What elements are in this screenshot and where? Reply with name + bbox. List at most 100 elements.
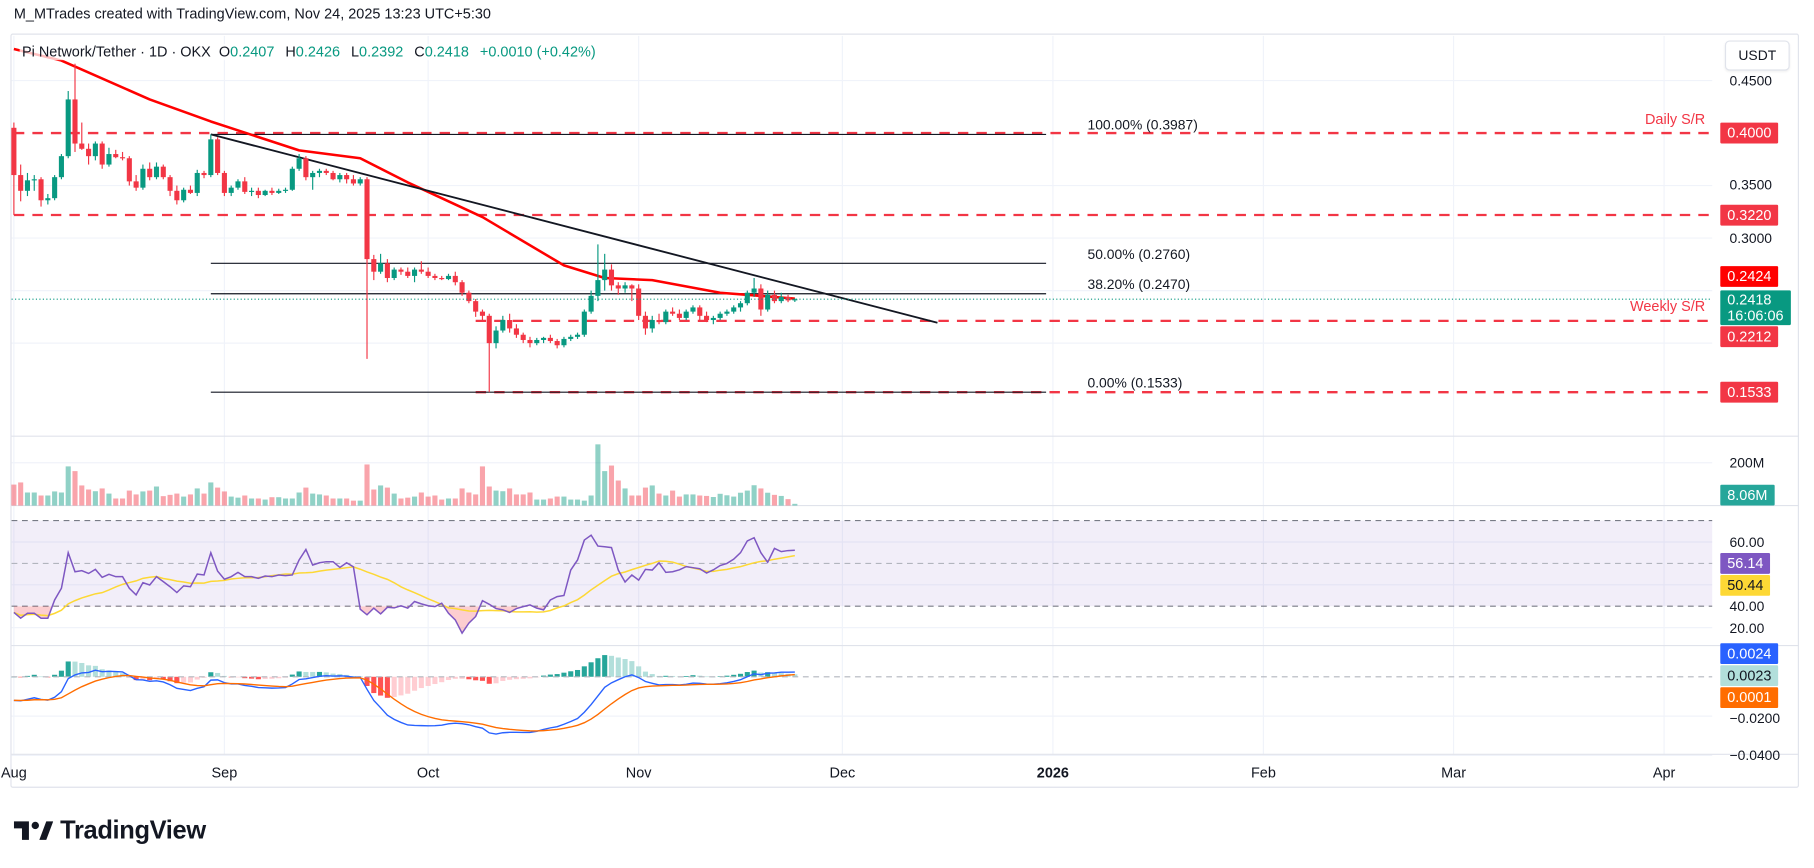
- volume-bar: [690, 494, 696, 506]
- volume-bar: [731, 496, 737, 506]
- macd-histogram-bar: [398, 676, 404, 696]
- fib-level-label: 50.00% (0.2760): [1087, 245, 1191, 263]
- brand-name: TradingView: [60, 815, 206, 845]
- volume-bar: [541, 499, 547, 506]
- volume-bar: [282, 498, 289, 506]
- time-axis-label: Dec: [829, 764, 856, 781]
- volume-bar: [425, 496, 431, 506]
- moving-average-line: [13, 47, 795, 300]
- volume-bar: [350, 500, 356, 506]
- rsi-axis-tick: 60.00: [1729, 533, 1765, 551]
- candle-body: [113, 154, 119, 158]
- candle-body: [99, 143, 105, 165]
- macd-histogram-bar: [323, 672, 329, 677]
- candle-body: [330, 172, 336, 180]
- candle-body: [79, 143, 85, 149]
- macd-histogram-bar: [79, 662, 85, 677]
- volume-bar: [405, 497, 411, 506]
- time-axis-label: Nov: [625, 764, 652, 781]
- macd-histogram-bar: [378, 676, 384, 696]
- volume-bar: [602, 471, 608, 506]
- candle-body: [697, 307, 703, 316]
- last-price-value: 0.2418: [1727, 291, 1772, 308]
- symbol-name[interactable]: Pi Network/Tether · 1D · OKX: [21, 43, 211, 61]
- candle-body: [581, 311, 587, 335]
- symbol-legend[interactable]: Pi Network/Tether · 1D · OKX O0.2407 H0.…: [19, 43, 605, 61]
- tradingview-logo[interactable]: TradingView: [13, 815, 206, 846]
- macd-histogram-bar: [581, 666, 587, 677]
- candle-body: [724, 311, 730, 314]
- tradingview-logo-icon: [13, 821, 54, 840]
- candle-body: [758, 288, 764, 310]
- macd-histogram-bar: [527, 676, 533, 679]
- candle-body: [174, 190, 180, 201]
- macd-histogram-bar: [296, 671, 302, 677]
- macd-histogram-bar: [636, 666, 642, 677]
- macd-histogram-bar: [310, 671, 316, 677]
- candle-body: [629, 285, 635, 289]
- candle-body: [418, 269, 424, 272]
- volume-bar: [228, 496, 234, 506]
- volume-bar: [724, 495, 730, 506]
- volume-bar: [520, 494, 526, 506]
- volume-axis-tick: 200M: [1729, 454, 1765, 471]
- candle-body: [72, 99, 78, 144]
- volume-bar: [574, 499, 581, 506]
- price-marker-ma: 0.2424: [1720, 266, 1779, 288]
- macd-histogram-bar: [649, 674, 655, 677]
- candle-body: [771, 294, 778, 302]
- macd-histogram-bar: [629, 661, 635, 677]
- volume-bar: [459, 488, 465, 506]
- price-marker-sr: 0.2212: [1720, 325, 1779, 347]
- macd-histogram-bar: [731, 674, 737, 677]
- volume-bar: [778, 495, 784, 506]
- price-marker-sr: 0.3220: [1720, 204, 1779, 226]
- candle-body: [364, 179, 370, 260]
- candle-body: [378, 263, 384, 272]
- macd-histogram-bar: [704, 676, 710, 678]
- macd-histogram-bar: [194, 676, 200, 680]
- candle-body: [432, 275, 438, 279]
- macd-axis-tick: −0.0200: [1729, 710, 1781, 727]
- macd-histogram-bar: [507, 676, 513, 680]
- candle-body: [479, 311, 486, 316]
- macd-histogram-bar: [765, 672, 771, 677]
- candle-body: [602, 269, 608, 281]
- macd-histogram-bar: [771, 672, 778, 677]
- candle-body: [160, 166, 166, 178]
- currency-button[interactable]: USDT: [1724, 40, 1790, 71]
- macd-histogram-bar: [303, 671, 309, 677]
- volume-bar: [242, 495, 248, 506]
- macd-histogram-bar: [778, 673, 784, 677]
- candle-body: [221, 172, 227, 193]
- candle-body: [676, 313, 682, 318]
- volume-bar: [588, 495, 594, 506]
- macd-histogram-bar: [500, 676, 506, 681]
- candle-body: [405, 271, 411, 276]
- volume-bar: [547, 498, 553, 506]
- candle-body: [167, 177, 173, 191]
- candle-body: [133, 181, 139, 188]
- open-label: O: [218, 43, 231, 61]
- volume-bar: [126, 490, 132, 506]
- macd-histogram-bar: [479, 676, 486, 681]
- volume-bar: [357, 500, 363, 506]
- candle-body: [194, 172, 200, 193]
- candle-body: [228, 187, 234, 193]
- high-value: 0.2426: [295, 43, 341, 61]
- candle-body: [534, 339, 540, 344]
- attribution: M_MTrades created with TradingView.com, …: [13, 5, 491, 22]
- time-axis-label: Sep: [211, 764, 238, 781]
- macd-histogram-bar: [391, 676, 397, 697]
- volume-bar: [398, 498, 404, 506]
- macd-histogram-bar: [493, 676, 499, 684]
- volume-bar: [636, 495, 642, 506]
- candle-body: [663, 311, 669, 323]
- volume-bar: [479, 466, 486, 506]
- macd-histogram-bar: [255, 676, 261, 680]
- volume-bar: [581, 500, 587, 506]
- sr-label: Daily S/R: [1644, 111, 1706, 128]
- macd-histogram-bar: [425, 676, 431, 686]
- candle-body: [262, 190, 268, 196]
